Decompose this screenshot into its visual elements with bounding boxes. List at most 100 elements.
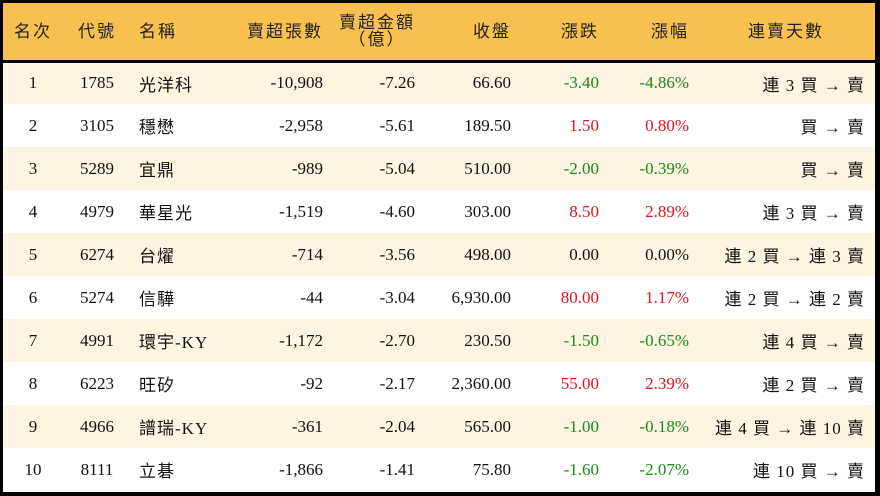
table-row: 8 6223 旺矽 -92 -2.17 2,360.00 55.00 2.39%… bbox=[3, 362, 875, 405]
streak-cell: 連 3 買 → 賣 bbox=[762, 204, 865, 223]
change-pct-cell: 0.00% bbox=[645, 244, 689, 264]
table-body: 1 1785 光洋科 -10,908 -7.26 66.60 -3.40 -4.… bbox=[3, 61, 875, 491]
streak-cell: 買 → 賣 bbox=[800, 161, 865, 180]
code-cell: 5289 bbox=[80, 158, 114, 178]
header-rank: 名次 bbox=[3, 3, 63, 63]
change-pct-cell: -2.07% bbox=[639, 459, 689, 479]
close-cell: 66.60 bbox=[472, 73, 511, 93]
streak-cell: 連 4 買 → 賣 bbox=[762, 333, 865, 352]
change-pct-cell: -0.65% bbox=[639, 330, 689, 350]
header-sell-amount-line2: （億） bbox=[348, 30, 406, 50]
rank-cell: 4 bbox=[28, 201, 38, 221]
sell-shares-cell: -714 bbox=[291, 244, 323, 264]
sell-amount-cell: -4.60 bbox=[379, 201, 415, 221]
header-code: 代號 bbox=[63, 3, 131, 63]
code-cell: 4991 bbox=[80, 330, 114, 350]
table-row: 4 4979 華星光 -1,519 -4.60 303.00 8.50 2.89… bbox=[3, 190, 875, 233]
net-sell-ranking-table-frame: 名次 代號 名稱 賣超張數 賣超金額 （億） 收盤 漲跌 漲幅 連賣天數 1 1… bbox=[3, 3, 875, 492]
streak-cell: 連 2 買 → 連 2 賣 bbox=[724, 290, 865, 309]
sell-shares-cell: -361 bbox=[291, 416, 323, 436]
sell-amount-cell: -3.56 bbox=[379, 244, 415, 264]
sell-amount-cell: -2.04 bbox=[379, 416, 415, 436]
net-sell-ranking-table: 名次 代號 名稱 賣超張數 賣超金額 （億） 收盤 漲跌 漲幅 連賣天數 1 1… bbox=[3, 3, 875, 491]
streak-cell: 連 10 買 → 賣 bbox=[753, 462, 865, 481]
name-cell: 光洋科 bbox=[139, 75, 193, 95]
change-cell: -1.00 bbox=[563, 416, 599, 436]
rank-cell: 9 bbox=[28, 416, 38, 436]
table-row: 1 1785 光洋科 -10,908 -7.26 66.60 -3.40 -4.… bbox=[3, 61, 875, 104]
table-row: 2 3105 穩懋 -2,958 -5.61 189.50 1.50 0.80%… bbox=[3, 104, 875, 147]
name-cell: 信驊 bbox=[139, 290, 175, 309]
rank-cell: 2 bbox=[28, 115, 38, 135]
change-cell: -2.00 bbox=[563, 158, 599, 178]
sell-shares-cell: -1,172 bbox=[279, 330, 323, 350]
close-cell: 303.00 bbox=[464, 201, 511, 221]
table-row: 5 6274 台燿 -714 -3.56 498.00 0.00 0.00% 連… bbox=[3, 233, 875, 276]
close-cell: 2,360.00 bbox=[451, 373, 512, 393]
change-cell: 0.00 bbox=[569, 244, 599, 264]
header-change-pct: 漲幅 bbox=[607, 3, 697, 63]
header-streak: 連賣天數 bbox=[697, 3, 875, 63]
sell-amount-cell: -5.04 bbox=[379, 158, 415, 178]
table-row: 7 4991 環宇-KY -1,172 -2.70 230.50 -1.50 -… bbox=[3, 319, 875, 362]
rank-cell: 3 bbox=[28, 158, 38, 178]
table-row: 10 8111 立碁 -1,866 -1.41 75.80 -1.60 -2.0… bbox=[3, 448, 875, 491]
streak-cell: 連 2 買 → 賣 bbox=[762, 376, 865, 395]
sell-shares-cell: -44 bbox=[300, 287, 323, 307]
header-change: 漲跌 bbox=[519, 3, 607, 63]
close-cell: 189.50 bbox=[464, 115, 511, 135]
close-cell: 230.50 bbox=[464, 330, 511, 350]
close-cell: 75.80 bbox=[472, 459, 511, 479]
name-cell: 譜瑞-KY bbox=[139, 419, 209, 438]
header-sell-amount-line1: 賣超金額 bbox=[339, 13, 415, 33]
sell-shares-cell: -989 bbox=[291, 158, 323, 178]
name-cell: 穩懋 bbox=[139, 118, 175, 137]
table-row: 3 5289 宜鼎 -989 -5.04 510.00 -2.00 -0.39%… bbox=[3, 147, 875, 190]
change-pct-cell: 1.17% bbox=[645, 287, 689, 307]
change-cell: 55.00 bbox=[560, 373, 599, 393]
sell-amount-cell: -1.41 bbox=[379, 459, 415, 479]
change-cell: 80.00 bbox=[560, 287, 599, 307]
change-cell: 1.50 bbox=[569, 115, 599, 135]
code-cell: 4979 bbox=[80, 201, 114, 221]
sell-amount-cell: -3.04 bbox=[379, 287, 415, 307]
sell-shares-cell: -10,908 bbox=[270, 73, 323, 93]
rank-cell: 7 bbox=[28, 330, 38, 350]
sell-amount-cell: -7.26 bbox=[379, 73, 415, 93]
change-pct-cell: -4.86% bbox=[639, 73, 689, 93]
change-cell: -3.40 bbox=[563, 73, 599, 93]
streak-cell: 連 3 買 → 賣 bbox=[762, 75, 865, 95]
header-sell-shares: 賣超張數 bbox=[231, 3, 331, 63]
code-cell: 6223 bbox=[80, 373, 114, 393]
streak-cell: 連 2 買 → 連 3 賣 bbox=[724, 247, 865, 266]
code-cell: 1785 bbox=[80, 73, 114, 93]
sell-amount-cell: -5.61 bbox=[379, 115, 415, 135]
name-cell: 華星光 bbox=[139, 204, 193, 223]
sell-amount-cell: -2.17 bbox=[379, 373, 415, 393]
code-cell: 5274 bbox=[80, 287, 114, 307]
code-cell: 4966 bbox=[80, 416, 114, 436]
name-cell: 台燿 bbox=[139, 247, 175, 266]
close-cell: 565.00 bbox=[464, 416, 511, 436]
close-cell: 510.00 bbox=[464, 158, 511, 178]
change-pct-cell: 2.39% bbox=[645, 373, 689, 393]
name-cell: 宜鼎 bbox=[139, 161, 175, 180]
close-cell: 498.00 bbox=[464, 244, 511, 264]
rank-cell: 10 bbox=[24, 459, 42, 479]
rank-cell: 1 bbox=[28, 73, 38, 93]
code-cell: 8111 bbox=[80, 459, 114, 479]
header-sell-amount: 賣超金額 （億） bbox=[331, 3, 423, 63]
header-name: 名稱 bbox=[131, 3, 231, 63]
streak-cell: 買 → 賣 bbox=[800, 118, 865, 137]
change-pct-cell: -0.39% bbox=[639, 158, 689, 178]
change-cell: -1.60 bbox=[563, 459, 599, 479]
rank-cell: 6 bbox=[28, 287, 38, 307]
name-cell: 環宇-KY bbox=[139, 333, 209, 352]
sell-shares-cell: -1,519 bbox=[279, 201, 323, 221]
table-header-row: 名次 代號 名稱 賣超張數 賣超金額 （億） 收盤 漲跌 漲幅 連賣天數 bbox=[3, 3, 875, 63]
sell-shares-cell: -2,958 bbox=[279, 115, 323, 135]
streak-cell: 連 4 買 → 連 10 賣 bbox=[715, 419, 865, 438]
table-row: 9 4966 譜瑞-KY -361 -2.04 565.00 -1.00 -0.… bbox=[3, 405, 875, 448]
name-cell: 旺矽 bbox=[139, 376, 175, 395]
sell-shares-cell: -1,866 bbox=[279, 459, 323, 479]
